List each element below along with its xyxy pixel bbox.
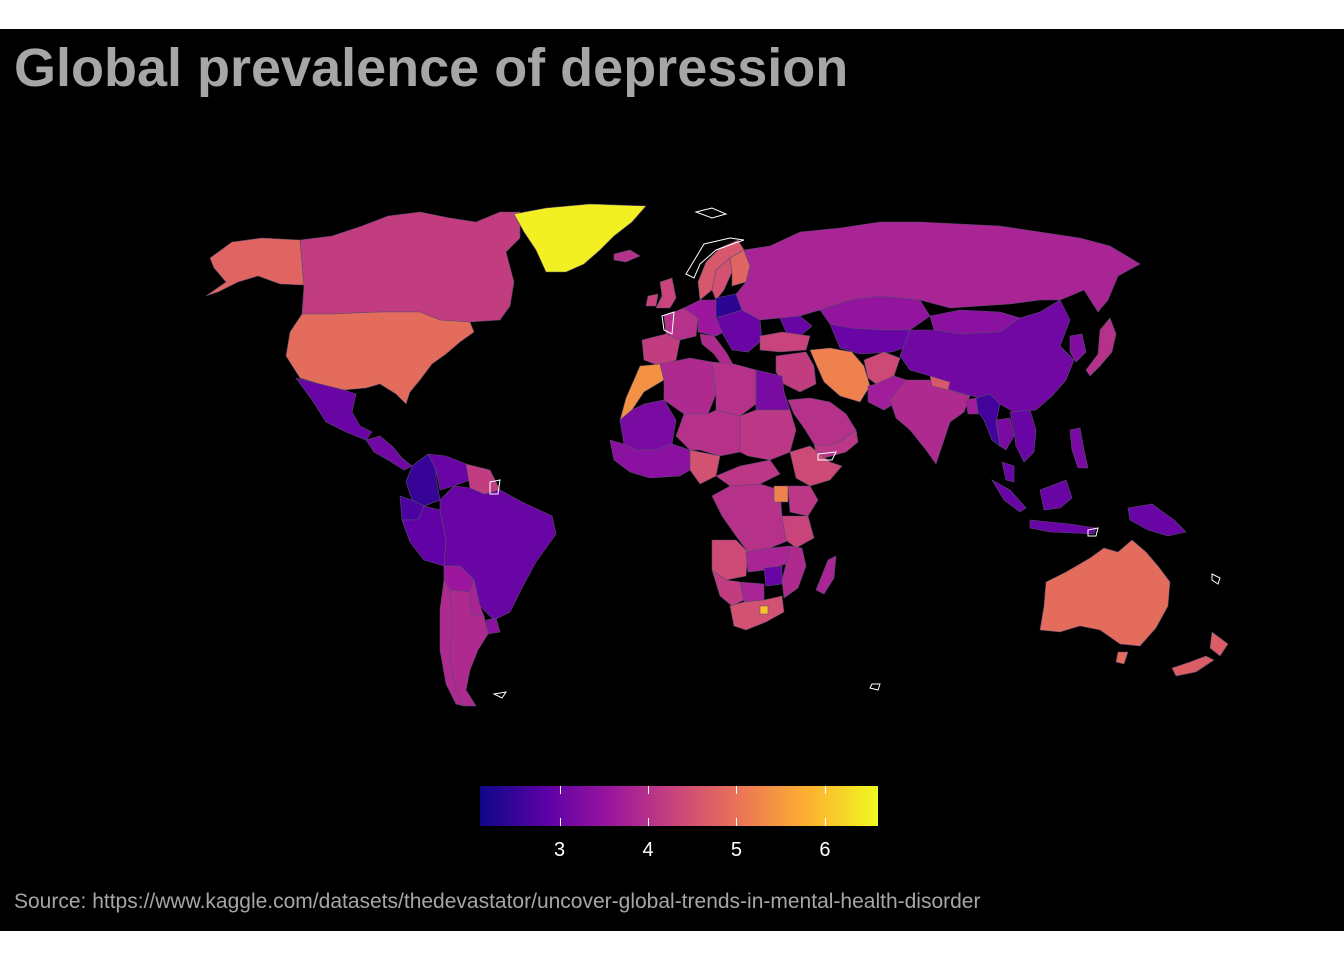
world-map: [205, 203, 1229, 707]
region-mexico: [295, 377, 373, 441]
legend-tick-label: 3: [554, 839, 566, 861]
legend-tick-label: 5: [730, 839, 743, 861]
region-united-kingdom: [655, 277, 677, 309]
region-iberia: [641, 333, 681, 367]
region-guyana-outline: [489, 479, 501, 495]
region-venezuela: [427, 453, 471, 491]
region-uganda: [773, 485, 789, 503]
country-regions: [205, 203, 1229, 707]
map-panel: Global prevalence of depression: [0, 29, 1344, 931]
legend-tick-mark: [736, 786, 738, 826]
region-japan: [1085, 317, 1117, 377]
region-nepal: [929, 375, 951, 391]
region-greenland: [513, 203, 647, 273]
region-ireland: [645, 293, 659, 307]
region-png-east-outline: [1087, 527, 1099, 537]
legend-tick-mark: [559, 786, 561, 826]
region-tasmania: [1115, 651, 1129, 665]
region-malaysia: [1001, 461, 1015, 483]
legend-tick-mark: [648, 786, 650, 826]
region-nigeria: [689, 449, 721, 485]
color-legend: 3 4 5 6: [480, 786, 880, 866]
region-lesotho: [759, 605, 769, 615]
region-scandinavian-coast-outline: [685, 237, 745, 279]
region-somaliland-outline: [817, 451, 837, 461]
region-united-states: [285, 311, 475, 405]
region-south-africa: [729, 595, 785, 631]
region-iran: [809, 347, 871, 403]
region-uruguay: [485, 617, 501, 635]
region-tanzania: [781, 515, 815, 549]
region-australia: [1039, 539, 1171, 647]
region-iraq-syria: [775, 351, 817, 393]
source-caption: Source: https://www.kaggle.com/datasets/…: [14, 890, 981, 913]
legend-tick-label: 4: [642, 839, 654, 861]
region-turkey: [759, 331, 811, 353]
region-philippines: [1069, 427, 1089, 469]
region-kenya: [787, 485, 819, 517]
region-channel-islands-outline: [661, 311, 675, 335]
region-central-africa: [715, 459, 781, 487]
region-falklands-outline: [492, 691, 508, 699]
region-iceland: [613, 249, 641, 263]
region-alaska: [205, 237, 305, 297]
region-korea: [1069, 333, 1087, 363]
region-india: [889, 379, 971, 465]
region-zimbabwe: [763, 565, 783, 587]
region-central-america: [365, 435, 413, 471]
legend-tick-label: 6: [819, 839, 831, 861]
region-new-guinea: [1127, 503, 1187, 537]
legend-tick-mark: [824, 786, 826, 826]
region-mozambique: [781, 545, 807, 599]
region-madagascar: [815, 555, 837, 595]
region-bangladesh: [965, 397, 979, 415]
region-argentina: [449, 589, 489, 707]
region-libya: [711, 361, 757, 417]
region-caucasus: [779, 315, 813, 337]
region-indonesia: [991, 479, 1097, 535]
region-ethiopia: [789, 445, 843, 487]
region-indochina: [1009, 409, 1037, 463]
region-egypt: [755, 369, 791, 411]
region-botswana: [739, 581, 765, 603]
legend-colorbar: [480, 786, 878, 826]
region-new-caledonia-outline: [1211, 573, 1221, 585]
region-thailand: [995, 417, 1015, 451]
region-new-zealand: [1171, 631, 1229, 677]
region-russia: [735, 221, 1141, 321]
region-svalbard-outline: [694, 207, 728, 219]
no-data-regions: [489, 207, 1221, 699]
region-algeria: [659, 357, 717, 415]
region-canada: [299, 211, 521, 323]
region-south-georgia-outline: [869, 683, 881, 691]
map-title: Global prevalence of depression: [14, 38, 849, 98]
region-sudan: [739, 409, 797, 461]
